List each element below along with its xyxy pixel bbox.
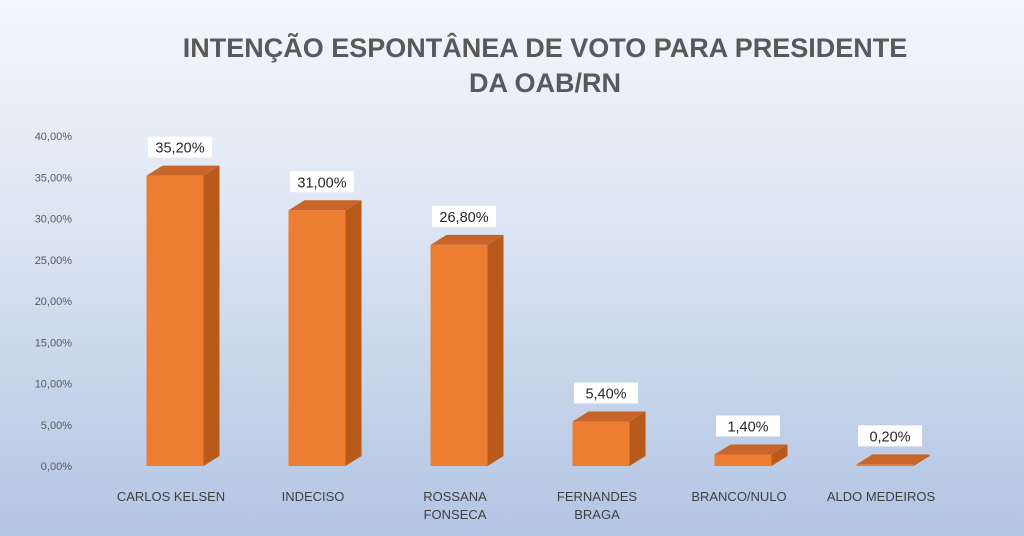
y-tick-label: 40,00%: [35, 131, 73, 143]
bar: 1,40%: [714, 415, 788, 466]
bar-side: [487, 234, 504, 466]
bar: 26,80%: [430, 205, 504, 466]
data-label: 1,40%: [727, 419, 768, 435]
x-tick-label: FONSECA: [424, 507, 487, 522]
bar-front: [714, 454, 772, 466]
x-tick-label: BRANCO/NULO: [691, 489, 786, 504]
data-label-box: [716, 415, 780, 437]
bar-top: [856, 454, 930, 465]
bar-front: [288, 210, 346, 466]
x-tick-label: FERNANDES: [557, 489, 638, 504]
data-label: 26,80%: [439, 210, 488, 226]
data-label: 5,40%: [585, 386, 626, 402]
bar: 31,00%: [288, 171, 362, 466]
bar-side: [345, 200, 362, 466]
bars-group: 35,20% 31,00% 26,80% 5,40% 1,40% 0,20%: [146, 136, 930, 466]
bar-side: [203, 165, 220, 466]
y-tick-label: 35,00%: [35, 172, 73, 184]
bar-side: [629, 411, 646, 466]
data-label-box: [290, 171, 354, 193]
bar-top: [572, 411, 646, 422]
y-tick-label: 20,00%: [35, 296, 73, 308]
y-tick-label: 30,00%: [35, 214, 73, 226]
x-tick-label: BRAGA: [574, 507, 620, 522]
data-label: 0,20%: [869, 429, 910, 445]
data-label: 31,00%: [297, 175, 346, 191]
data-label-box: [574, 382, 638, 404]
bar-top: [430, 234, 504, 245]
data-label-box: [148, 136, 212, 158]
y-tick-label: 0,00%: [41, 461, 72, 473]
y-axis: 0,00% 5,00% 10,00% 15,00% 20,00% 25,00% 30,00%…: [35, 131, 73, 473]
bar-top: [714, 444, 788, 455]
bar: 35,20%: [146, 136, 220, 466]
bar-side: [771, 444, 788, 466]
bar: 0,20%: [856, 425, 930, 466]
x-tick-label: CARLOS KELSEN: [117, 489, 225, 504]
chart-title-line-2: DA OAB/RN: [469, 68, 621, 98]
bar-front: [572, 421, 630, 466]
y-tick-label: 5,00%: [41, 420, 72, 432]
bar-top: [288, 200, 362, 211]
bar-top: [146, 165, 220, 176]
data-label-box: [858, 425, 922, 447]
x-axis: CARLOS KELSEN INDECISO ROSSANA FONSECA FERNA…: [117, 489, 936, 522]
y-tick-label: 10,00%: [35, 379, 73, 391]
bar: 5,40%: [572, 382, 646, 466]
x-tick-label: INDECISO: [282, 489, 345, 504]
data-label-box: [432, 205, 496, 227]
bar-front: [856, 464, 914, 466]
bar-side: [913, 454, 930, 466]
data-label: 35,20%: [155, 141, 204, 157]
x-tick-label: ROSSANA: [423, 489, 487, 504]
bar-front: [146, 175, 204, 466]
x-tick-label: ALDO MEDEIROS: [827, 489, 936, 504]
y-tick-label: 15,00%: [35, 337, 73, 349]
bar-front: [430, 244, 488, 466]
y-tick-label: 25,00%: [35, 255, 73, 267]
chart-title-line-1: INTENÇÃO ESPONTÂNEA DE VOTO PARA PRESIDE…: [183, 32, 908, 63]
